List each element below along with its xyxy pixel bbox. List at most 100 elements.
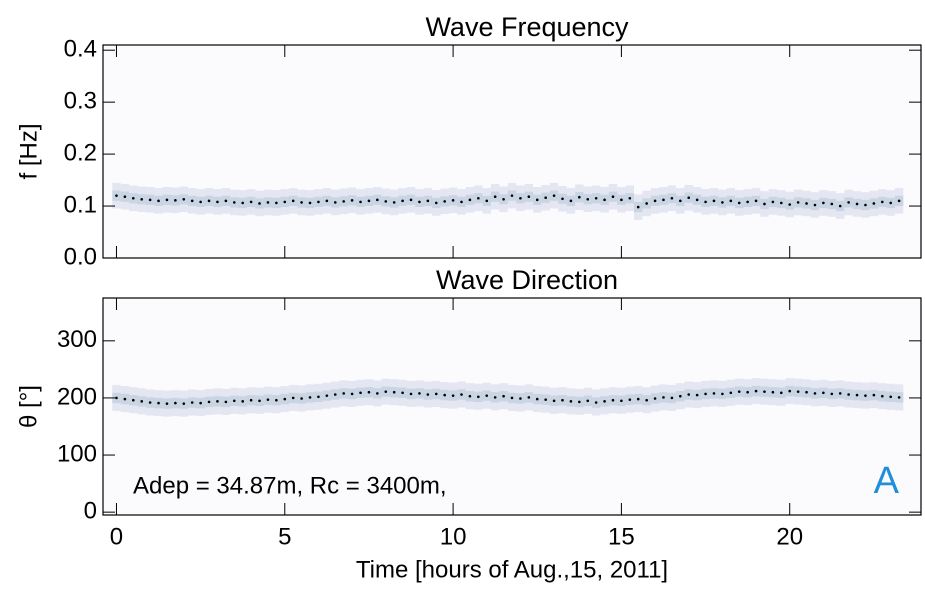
- peak-dot: [544, 398, 547, 401]
- peak-dot: [418, 392, 421, 395]
- peak-dot: [880, 394, 884, 398]
- peak-dot: [477, 395, 480, 399]
- peak-dot: [283, 200, 287, 204]
- peak-dot: [822, 391, 825, 395]
- peak-dot: [485, 199, 489, 203]
- peak-dot: [308, 396, 312, 399]
- plot-frame: [102, 44, 922, 259]
- peak-dot: [115, 194, 118, 197]
- peak-dot: [594, 401, 598, 404]
- panel-title: Wave Direction: [436, 265, 618, 295]
- peak-dot: [561, 197, 564, 201]
- peak-dot: [679, 394, 682, 398]
- peak-dot: [434, 392, 438, 396]
- peak-dot: [477, 196, 480, 200]
- x-axis-label: Time [hours of Aug.,15, 2011]: [356, 556, 668, 583]
- peak-dot: [796, 201, 800, 204]
- peak-dot: [451, 394, 455, 397]
- peak-dot: [115, 396, 118, 400]
- peak-dot: [207, 400, 211, 404]
- y-tick-label: 0.0: [64, 243, 97, 270]
- peak-dot: [687, 393, 691, 396]
- peak-dot: [131, 196, 135, 200]
- peak-dot: [771, 200, 775, 204]
- peak-dot: [359, 200, 362, 204]
- peak-dot: [855, 393, 859, 397]
- peak-dot: [502, 197, 505, 201]
- peak-dot: [552, 399, 556, 403]
- peak-dot: [636, 397, 640, 401]
- peak-dot: [586, 197, 590, 201]
- peak-dot: [603, 400, 606, 403]
- peak-dot: [864, 394, 867, 397]
- peak-dot: [317, 200, 320, 204]
- peak-dot: [620, 198, 623, 202]
- peak-dot: [611, 195, 615, 198]
- peak-dot: [594, 196, 598, 200]
- peak-dot: [872, 393, 876, 397]
- peak-dot: [384, 390, 388, 393]
- peak-dot: [350, 392, 354, 396]
- peak-dot: [561, 398, 564, 402]
- peak-dot: [266, 398, 270, 401]
- peak-dot: [165, 198, 169, 202]
- peak-dot: [763, 390, 766, 393]
- plot-area: [103, 298, 921, 515]
- y-tick-label: 0.4: [64, 36, 97, 63]
- peak-dot: [788, 389, 792, 393]
- peak-dot: [864, 203, 867, 207]
- peak-dot: [434, 201, 438, 205]
- peak-dot: [729, 199, 733, 203]
- peak-dot: [552, 194, 556, 197]
- peak-dot: [224, 400, 228, 404]
- peak-dot: [493, 396, 497, 399]
- peak-dot: [182, 402, 186, 405]
- peak-dot: [249, 200, 253, 204]
- peak-dot: [813, 203, 817, 207]
- peak-dot: [780, 201, 783, 205]
- x-tick-label: 15: [608, 523, 635, 550]
- peak-dot: [308, 201, 312, 205]
- peak-dot: [174, 401, 177, 405]
- peak-dot: [897, 199, 901, 203]
- peak-dot: [426, 199, 430, 203]
- peak-dot: [611, 398, 615, 402]
- peak-dot: [586, 399, 590, 403]
- peak-dot: [746, 390, 749, 394]
- peak-dot: [165, 402, 169, 405]
- peak-dot: [317, 395, 320, 399]
- peak-dot: [662, 198, 665, 202]
- y-tick-label: 200: [57, 383, 97, 410]
- y-axis-label: θ [°]: [15, 385, 42, 428]
- peak-dot: [527, 195, 531, 198]
- peak-dot: [838, 392, 842, 395]
- peak-dot: [687, 196, 691, 200]
- peak-dot: [830, 392, 834, 396]
- peak-dot: [275, 398, 278, 402]
- peak-dot: [822, 201, 825, 205]
- peak-dot: [872, 202, 876, 205]
- peak-dot: [679, 199, 682, 203]
- peak-dot: [578, 195, 581, 199]
- peak-dot: [325, 394, 329, 397]
- annotation: A: [874, 460, 900, 502]
- peak-dot: [241, 201, 244, 205]
- peak-dot: [275, 201, 278, 205]
- peak-dot: [123, 397, 127, 401]
- peak-dot: [216, 200, 219, 204]
- peak-dot: [527, 396, 531, 399]
- peak-dot: [224, 199, 228, 203]
- peak-dot: [350, 199, 354, 202]
- peak-dot: [746, 200, 749, 204]
- peak-dot: [636, 205, 640, 209]
- peak-dot: [468, 198, 472, 202]
- peak-dot: [628, 398, 632, 401]
- peak-dot: [258, 202, 261, 205]
- peak-dot: [392, 390, 396, 394]
- peak-dot: [805, 202, 808, 205]
- peak-dot: [367, 390, 371, 394]
- peak-dot: [140, 197, 144, 201]
- peak-dot: [620, 399, 623, 403]
- peak-dot: [544, 196, 547, 200]
- peak-dot: [333, 201, 337, 204]
